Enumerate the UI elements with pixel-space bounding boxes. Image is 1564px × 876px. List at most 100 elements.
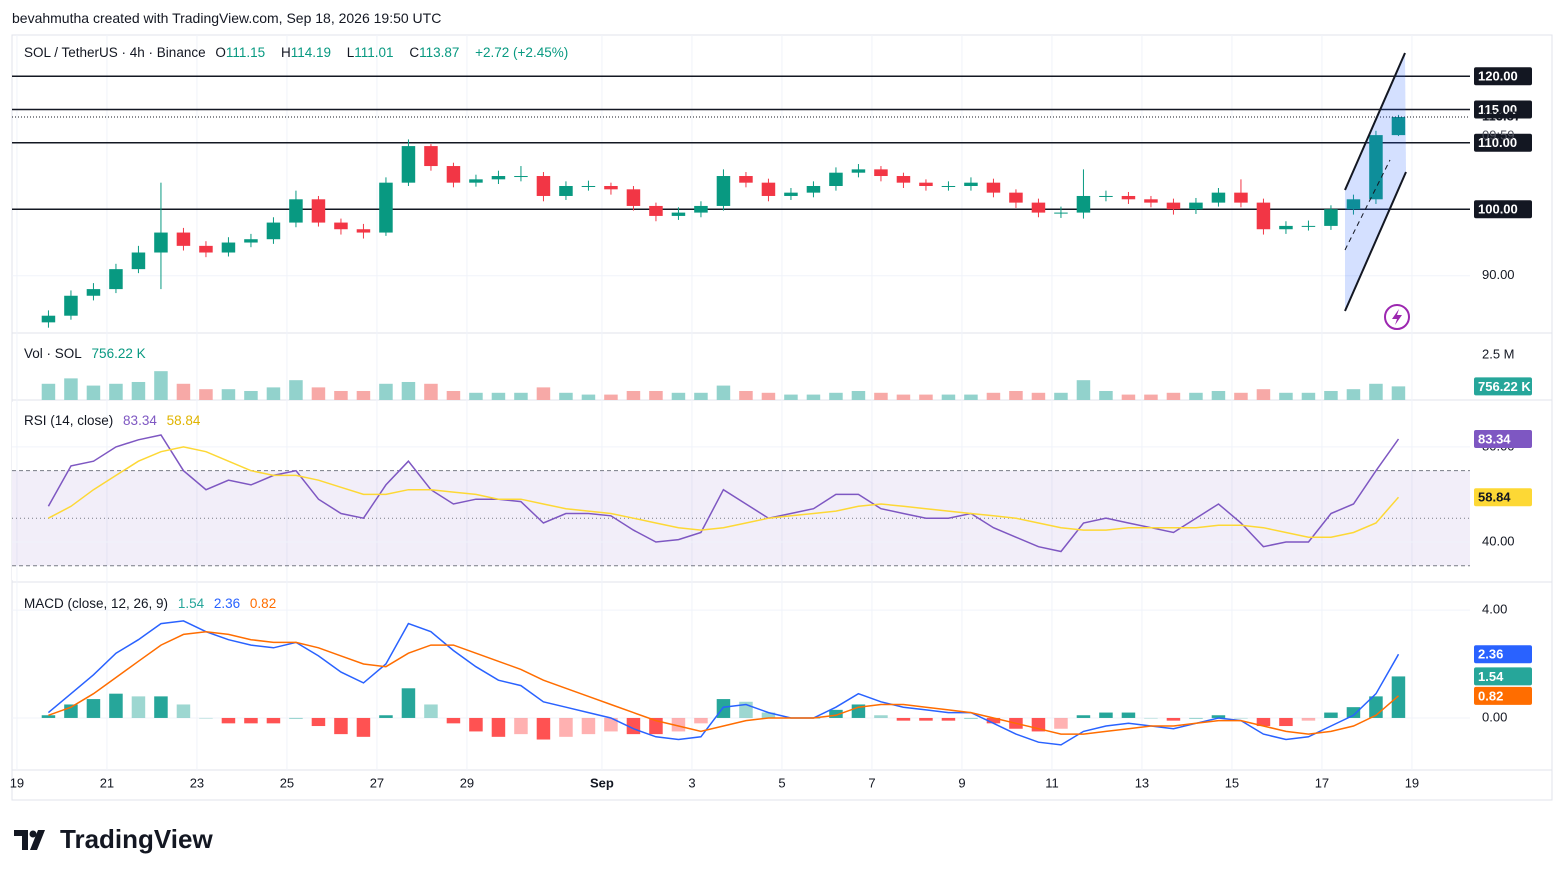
histogram-bar: [356, 717, 371, 737]
y-tick-label: 40.00: [1482, 533, 1515, 548]
x-tick-label: Sep: [590, 775, 614, 790]
volume-bar: [581, 394, 596, 400]
volume-bar: [1256, 389, 1271, 400]
x-tick-label: 11: [1045, 775, 1059, 790]
volume-bar: [626, 390, 641, 400]
histogram-bar: [176, 704, 191, 718]
histogram-bar: [604, 717, 618, 732]
histogram-bar: [896, 717, 911, 721]
macd-title: MACD (close, 12, 26, 9): [24, 596, 169, 611]
axis-label-box: [1474, 645, 1532, 664]
macd-value: 2.36: [213, 596, 241, 611]
vol-title: Vol · SOL: [24, 346, 82, 361]
axis-label: 110.00: [1478, 135, 1517, 150]
volume-bar: [199, 389, 213, 400]
candle-body: [626, 189, 641, 206]
c-label: C: [409, 45, 420, 60]
histogram-bar: [941, 717, 956, 721]
volume-bar: [1324, 390, 1338, 400]
axis-label-box: [1474, 133, 1532, 152]
axis-label-box: [1474, 100, 1532, 119]
symbol: SOL / TetherUS · 4h · Binance: [24, 45, 206, 60]
histogram-bar: [1099, 712, 1113, 718]
histogram-bar: [1346, 707, 1361, 718]
histogram-bar: [1211, 715, 1226, 718]
hist-value: 1.54: [177, 596, 205, 611]
histogram-bar: [1076, 715, 1091, 718]
histogram-bar: [514, 717, 528, 735]
alert-icon[interactable]: [1384, 304, 1410, 330]
histogram-bar: [1279, 717, 1293, 727]
axis-label-box: [1474, 667, 1532, 686]
histogram-bar: [379, 715, 393, 718]
logo-shape: [14, 829, 45, 850]
candle-body: [176, 232, 191, 246]
candle-body: [1369, 135, 1383, 200]
candle-body: [266, 222, 281, 240]
volume-bar: [1144, 394, 1158, 400]
volume-bar: [41, 383, 56, 400]
histogram-bar: [919, 717, 933, 721]
candle-body: [1211, 192, 1226, 203]
x-tick-label: 3: [688, 775, 695, 790]
x-tick-label: 5: [778, 775, 785, 790]
volume-bar: [176, 383, 191, 400]
candle-body: [1144, 199, 1158, 203]
candle-body: [784, 192, 798, 196]
candle-body: [244, 239, 258, 243]
volume-bar: [559, 392, 573, 400]
volume-bar: [694, 392, 708, 400]
candle-body: [199, 245, 213, 253]
alert-bolt[interactable]: [1392, 309, 1402, 325]
y-tick-label: 90.00: [1482, 267, 1515, 282]
volume-bar: [964, 394, 978, 400]
series-line: [47, 620, 1400, 746]
logo-mark: [14, 829, 45, 850]
ohlc: H114.19: [281, 45, 337, 60]
volume-legend: Vol · SOL 756.22 K: [24, 346, 152, 361]
histogram-bar: [424, 704, 438, 718]
volume-bar: [761, 392, 776, 400]
histogram-bar: [581, 717, 596, 735]
candle-body: [401, 146, 416, 183]
l-value: 111.01: [354, 45, 394, 60]
rsi-bg: [12, 402, 1470, 580]
histogram-bar: [1166, 717, 1181, 721]
volume-bar: [1189, 392, 1203, 400]
volume-bar: [536, 387, 551, 400]
volume-bar: [109, 383, 123, 400]
candle-body: [1279, 225, 1293, 230]
signal-value: 0.82: [249, 596, 277, 611]
candle-body: [334, 222, 348, 230]
histogram-bar: [536, 717, 551, 740]
candle-body: [986, 182, 1001, 193]
volume-bar: [1369, 383, 1383, 400]
histogram-bar: [244, 717, 258, 724]
ohlc: L111.01: [347, 45, 400, 60]
candle-body: [1054, 212, 1068, 214]
axis-label-box: [1474, 686, 1532, 705]
histogram-bar: [401, 688, 416, 718]
candle-body: [1031, 202, 1046, 213]
volume-bar: [1166, 392, 1181, 400]
rsi-ma-value: 58.84: [166, 413, 201, 428]
candle-body: [1166, 202, 1181, 210]
volume-bar: [1121, 394, 1136, 400]
candle-body: [941, 185, 956, 187]
o-label: O: [215, 45, 226, 60]
candle-body: [649, 205, 663, 216]
x-tick-label: 23: [190, 775, 204, 790]
volume-bar: [604, 394, 618, 400]
volume-bar: [1076, 380, 1091, 400]
h-value: 114.19: [290, 45, 331, 60]
vol-value: 756.22 K: [91, 346, 146, 361]
volume-bar: [514, 392, 528, 400]
candle-body: [829, 172, 843, 186]
volume-bar: [1301, 392, 1316, 400]
volume-bar: [1279, 392, 1293, 400]
candle-body: [289, 199, 303, 223]
axis-label: 83.34: [1478, 431, 1511, 446]
candle-body: [1099, 195, 1113, 197]
x-tick-label: 13: [1135, 775, 1149, 790]
